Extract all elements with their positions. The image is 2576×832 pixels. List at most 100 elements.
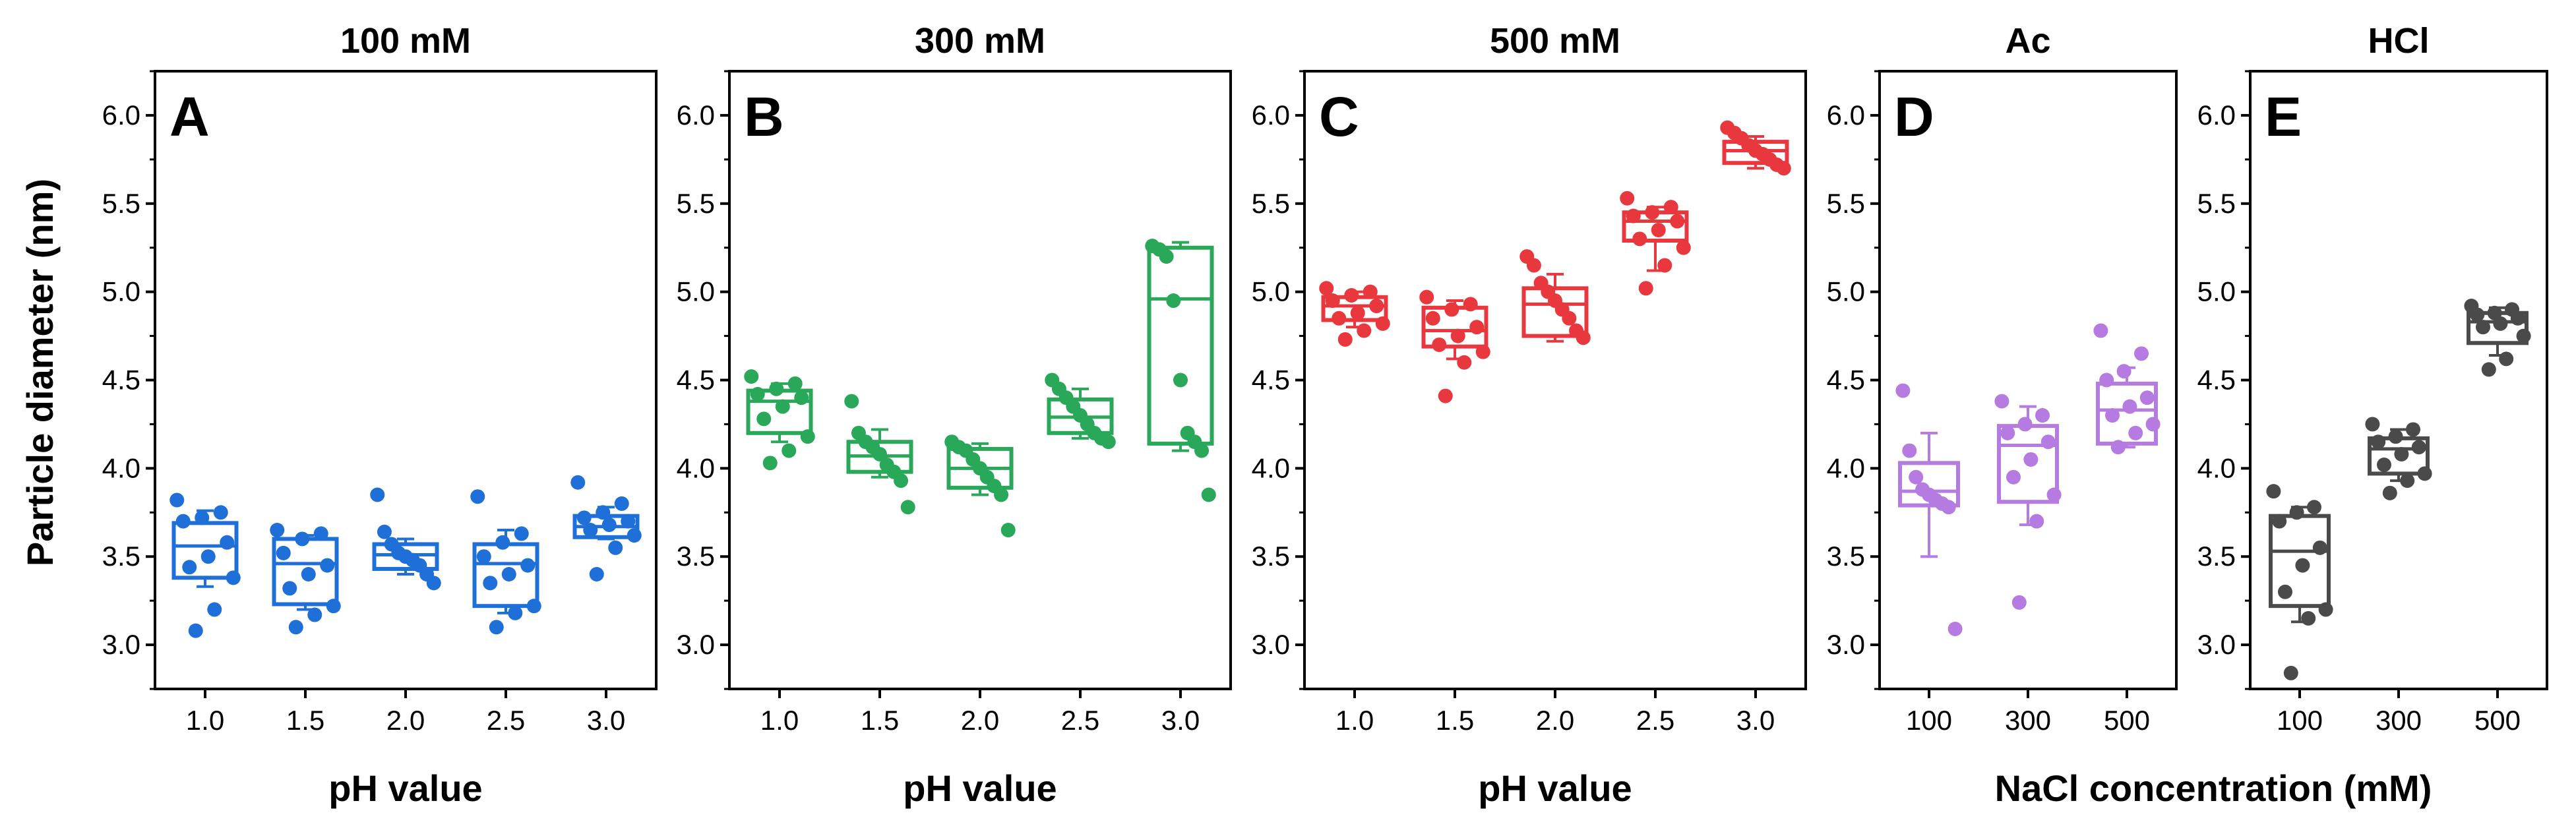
data-point: [800, 429, 815, 444]
data-point: [1941, 500, 1956, 515]
x-tick-label: 1.5: [1436, 705, 1474, 736]
data-point: [1337, 332, 1353, 347]
panels: 100 mM A 3.0 3.5 4.0 4.5 5.0 5.5 6.0 1.0 1.5 2.0 2.5…: [102, 21, 2548, 809]
box-group-500: [2464, 299, 2531, 377]
data-point: [301, 566, 316, 581]
data-point: [1325, 293, 1340, 309]
data-point: [2516, 328, 2531, 343]
y-tick-label: 3.0: [2197, 629, 2236, 660]
x-tick-label: 300: [2376, 705, 2422, 736]
data-point: [2278, 584, 2292, 599]
data-point: [520, 558, 536, 573]
data-point: [1194, 443, 1210, 458]
data-point: [2266, 484, 2281, 499]
data-point: [2470, 307, 2485, 322]
y-tick-label: 5.5: [1827, 188, 1865, 219]
y-tick-label: 4.5: [1827, 365, 1865, 396]
data-point: [2093, 323, 2108, 338]
data-point: [1166, 293, 1181, 309]
data-point: [226, 570, 241, 585]
data-point: [1450, 328, 1465, 343]
data-point: [2406, 422, 2420, 437]
data-point: [2139, 390, 2155, 405]
data-point: [2029, 514, 2044, 529]
y-tick-label: 5.0: [1252, 276, 1290, 307]
data-point: [1344, 287, 1359, 303]
data-point: [2122, 399, 2137, 414]
data-point: [2017, 417, 2033, 432]
data-point: [2116, 364, 2131, 379]
data-point: [744, 369, 759, 384]
x-tick-label: 2.5: [1061, 705, 1099, 736]
y-tick-label: 4.5: [1252, 365, 1290, 396]
data-point: [775, 399, 790, 414]
data-point: [627, 528, 642, 543]
data-point: [994, 487, 1009, 502]
plot-frame: [728, 70, 1232, 690]
x-tick-label: 2.5: [487, 705, 525, 736]
data-point: [2283, 665, 2298, 680]
y-tick-label: 6.0: [2197, 100, 2236, 131]
panel-title: 500 mM: [1490, 21, 1620, 61]
data-point: [1350, 305, 1365, 320]
data-point: [1576, 330, 1591, 345]
data-point: [1463, 297, 1478, 312]
data-point: [1676, 240, 1691, 255]
panel-c: 500 mM C 3.0 3.5 4.0 4.5 5.0 5.5 6.0 1.0 1.5 2.0 2.5…: [1252, 21, 1807, 809]
data-point: [570, 475, 586, 490]
data-point: [426, 576, 441, 591]
data-point: [2365, 417, 2380, 432]
panel-b: 300 mM B 3.0 3.5 4.0 4.5 5.0 5.5 6.0 1.0 1.5 2.0 2.5…: [677, 21, 1232, 809]
y-tick-label: 4.5: [102, 365, 140, 396]
data-point: [614, 496, 629, 511]
plot-frame: [2249, 70, 2548, 690]
panel-letter: E: [2265, 86, 2302, 148]
panel-d: Ac D 3.0 3.5 4.0 4.5 5.0 5.5 6.0 100 300 500: [1827, 21, 2178, 736]
y-tick-label: 3.0: [677, 629, 715, 660]
y-tick-label: 5.0: [677, 276, 715, 307]
data-point: [526, 599, 541, 614]
y-tick-label: 5.5: [1252, 188, 1290, 219]
data-point: [169, 492, 185, 508]
data-point: [195, 510, 210, 525]
data-point: [2382, 485, 2397, 500]
data-point: [1909, 469, 1924, 485]
box-group-300: [1994, 394, 2062, 610]
x-tick-label: 1.0: [1335, 705, 1374, 736]
data-point: [2023, 452, 2039, 467]
data-point: [1438, 388, 1453, 403]
data-point: [514, 526, 529, 541]
data-point: [1526, 258, 1541, 273]
data-point: [2371, 434, 2386, 450]
data-point: [596, 505, 611, 520]
box-group-3.0: [570, 475, 642, 581]
shared-x-label-group: NaCl concentration (mM): [1995, 767, 2432, 809]
data-point: [2481, 362, 2496, 377]
data-point: [2377, 458, 2391, 473]
data-point: [470, 489, 485, 504]
data-point: [608, 540, 623, 555]
data-point: [1562, 311, 1577, 326]
data-point: [2289, 505, 2304, 520]
data-point: [2134, 346, 2149, 361]
x-tick-label: 3.0: [1161, 705, 1200, 736]
data-point: [1444, 302, 1459, 317]
x-tick-label: 500: [2104, 705, 2150, 736]
data-point: [2510, 311, 2525, 326]
panel-title: Ac: [2005, 21, 2050, 61]
y-tick-label: 4.0: [677, 452, 715, 483]
data-point: [2493, 316, 2508, 331]
data-point: [782, 443, 797, 458]
data-point: [2476, 320, 2490, 335]
y-tick-label: 3.5: [1252, 541, 1290, 572]
plot-frame: [154, 70, 658, 690]
box-group-1.5: [1419, 289, 1490, 403]
data-point: [601, 518, 617, 533]
data-point: [2295, 558, 2310, 573]
data-point: [756, 411, 772, 427]
data-point: [762, 456, 778, 471]
data-point: [1895, 383, 1911, 398]
y-tick-label: 4.0: [1252, 452, 1290, 483]
x-tick-label: 3.0: [587, 705, 625, 736]
x-axis-label: pH value: [328, 767, 482, 809]
